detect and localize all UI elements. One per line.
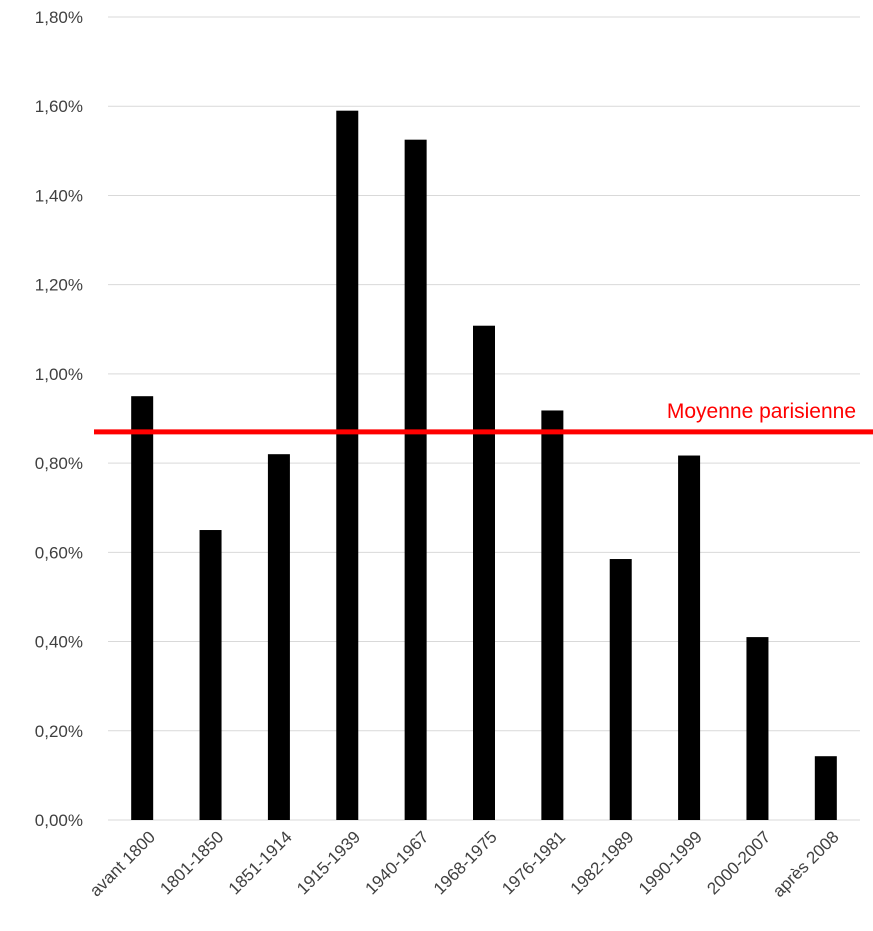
x-tick-label: avant 1800 (86, 827, 159, 900)
x-axis-category-labels: avant 18001801-18501851-19141915-1939194… (86, 827, 843, 901)
y-tick-label: 1,40% (35, 186, 83, 205)
bar-10 (746, 637, 769, 820)
y-tick-label: 1,00% (35, 365, 83, 384)
x-tick-label: 2000-2007 (703, 827, 774, 898)
x-tick-label: 1915-1939 (293, 827, 364, 898)
reference-line-label: Moyenne parisienne (667, 400, 856, 423)
y-tick-label: 0,40% (35, 633, 83, 652)
y-tick-label: 1,80% (35, 8, 83, 27)
x-tick-label: 1968-1975 (430, 827, 501, 898)
x-tick-label: 1990-1999 (635, 827, 706, 898)
bar-1 (131, 396, 154, 820)
bar-4 (336, 110, 359, 820)
bar-6 (473, 325, 495, 820)
y-tick-label: 0,00% (35, 811, 83, 830)
bar-5 (404, 139, 427, 821)
x-tick-label: 1976-1981 (498, 827, 569, 898)
x-tick-label: 1982-1989 (567, 827, 638, 898)
y-axis-tick-labels: 0,00% 0,20% 0,40% 0,60% 0,80% 1,00% 1,20% 1,40%… (35, 8, 83, 830)
x-tick-label: 1801-1850 (156, 827, 227, 898)
y-tick-label: 1,20% (35, 276, 83, 295)
y-tick-label: 0,60% (35, 543, 83, 562)
x-tick-label: 1940-1967 (362, 827, 433, 898)
bar-2 (199, 530, 222, 820)
y-tick-label: 0,80% (35, 454, 83, 473)
y-tick-label: 1,60% (35, 97, 83, 116)
bar-7 (541, 410, 564, 820)
bars (131, 110, 837, 821)
bar-3 (267, 454, 290, 820)
y-tick-label: 0,20% (35, 722, 83, 741)
bar-11 (814, 756, 837, 820)
bar-8 (609, 559, 632, 820)
x-tick-label: 1851-1914 (225, 827, 296, 898)
bar-9 (678, 455, 701, 820)
x-tick-label: après 2008 (769, 827, 843, 901)
